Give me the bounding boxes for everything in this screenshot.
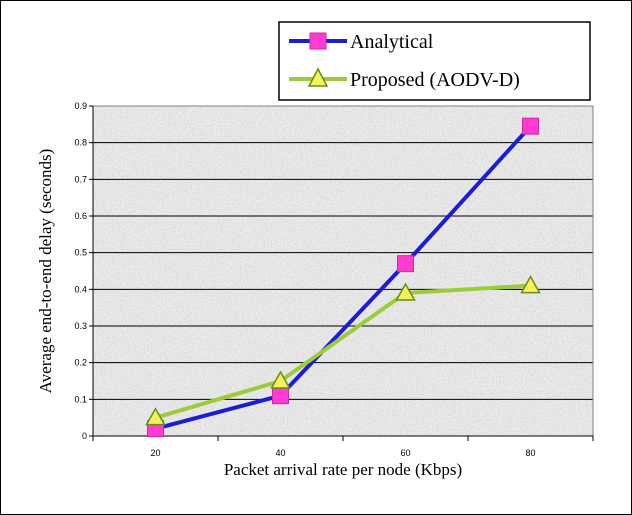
data-point-analytical <box>272 387 289 405</box>
series-markers-proposed-aodv-d <box>145 275 541 426</box>
y-tick-label: 0.7 <box>74 174 87 184</box>
series-analytical <box>154 124 532 431</box>
data-point-proposed-aodv-d <box>145 407 166 426</box>
series-line-proposed-aodv-d <box>154 283 531 420</box>
data-point-analytical <box>522 117 539 135</box>
data-point-proposed-aodv-d <box>520 275 541 294</box>
y-tick-label: 0.8 <box>74 138 87 148</box>
y-tick-label: 0.5 <box>74 248 87 258</box>
x-tick-label: 60 <box>400 448 410 458</box>
plot-area <box>92 105 594 437</box>
series-proposed-aodv-d <box>154 283 531 420</box>
data-point-proposed-aodv-d <box>270 370 291 389</box>
y-tick-label: 0.6 <box>74 211 87 221</box>
x-tick-label: 40 <box>275 448 285 458</box>
legend-proposed-label: Proposed (AODV-D) <box>350 69 520 91</box>
y-tick-label: 0 <box>82 431 87 441</box>
legend: Analytical Proposed (AODV-D) <box>278 21 591 101</box>
y-tick-label: 0.4 <box>74 284 87 294</box>
y-tick-label: 0.2 <box>74 358 87 368</box>
x-axis-title: Packet arrival rate per node (Kbps) <box>224 460 462 479</box>
legend-entry-analytical: Analytical <box>289 31 434 53</box>
gridlines <box>93 142 593 400</box>
series-line-analytical <box>154 124 532 431</box>
x-axis: 20 40 60 80 <box>92 435 594 458</box>
y-tick-label: 0.1 <box>74 394 87 404</box>
legend-analytical-marker <box>309 32 327 50</box>
y-tick-label: 0.9 <box>74 101 87 111</box>
y-axis: 0 0.1 0.2 0.3 0.4 0.5 0.6 0.7 0.8 0.9 <box>74 101 94 441</box>
plot-texture <box>93 106 593 436</box>
y-tick-label: 0.3 <box>74 321 87 331</box>
legend-entry-proposed: Proposed (AODV-D) <box>289 67 520 91</box>
legend-analytical-label: Analytical <box>350 31 434 53</box>
data-point-analytical <box>397 255 414 273</box>
legend-proposed-marker <box>307 67 329 87</box>
series-layer <box>145 117 541 438</box>
y-axis-title: Average end-to-end delay (seconds) <box>36 149 55 394</box>
x-tick-label: 20 <box>150 448 160 458</box>
x-tick-label: 80 <box>525 448 535 458</box>
data-point-proposed-aodv-d <box>395 282 416 301</box>
legend-box <box>278 21 591 101</box>
